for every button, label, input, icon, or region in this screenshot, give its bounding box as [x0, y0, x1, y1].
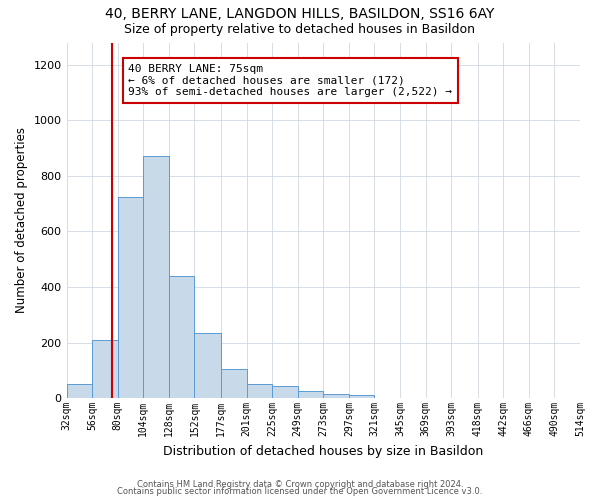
Y-axis label: Number of detached properties: Number of detached properties [15, 128, 28, 314]
Bar [221, 369, 247, 398]
Text: Contains HM Land Registry data © Crown copyright and database right 2024.: Contains HM Land Registry data © Crown c… [137, 480, 463, 489]
Text: 40 BERRY LANE: 75sqm
← 6% of detached houses are smaller (172)
93% of semi-detac: 40 BERRY LANE: 75sqm ← 6% of detached ho… [128, 64, 452, 97]
Bar [92, 340, 118, 398]
Text: 40, BERRY LANE, LANGDON HILLS, BASILDON, SS16 6AY: 40, BERRY LANE, LANGDON HILLS, BASILDON,… [106, 8, 494, 22]
Bar [247, 384, 272, 398]
Bar [67, 384, 92, 398]
Text: Contains public sector information licensed under the Open Government Licence v3: Contains public sector information licen… [118, 488, 482, 496]
Bar [272, 386, 298, 398]
X-axis label: Distribution of detached houses by size in Basildon: Distribution of detached houses by size … [163, 444, 484, 458]
Bar [349, 396, 374, 398]
Bar [194, 333, 221, 398]
Text: Size of property relative to detached houses in Basildon: Size of property relative to detached ho… [125, 22, 476, 36]
Bar [118, 196, 143, 398]
Bar [169, 276, 194, 398]
Bar [323, 394, 349, 398]
Bar [143, 156, 169, 398]
Bar [298, 391, 323, 398]
